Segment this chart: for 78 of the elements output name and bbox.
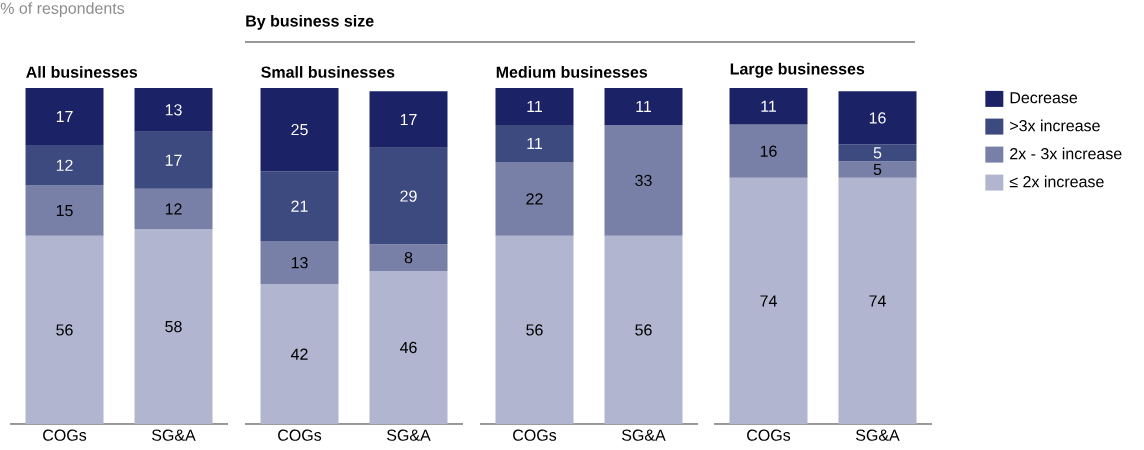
x-tick-label: COGs [278, 429, 322, 441]
bar [604, 87, 683, 125]
bar [838, 161, 917, 178]
x-tick-label: SG&A [152, 429, 196, 441]
bar [729, 87, 808, 125]
data-label: 8 [404, 251, 413, 264]
data-label: 12 [165, 203, 182, 215]
data-label: 58 [165, 320, 182, 333]
data-label: 56 [56, 324, 73, 336]
bar [134, 87, 213, 132]
data-label: 15 [56, 205, 73, 217]
bar [838, 144, 917, 162]
data-label: 21 [291, 200, 308, 212]
chart-title: Large businesses [730, 62, 865, 78]
legend-label: Decrease [1010, 92, 1078, 104]
bar [495, 87, 574, 125]
data-label: 5 [873, 147, 882, 159]
data-label: 11 [527, 100, 543, 112]
data-label: 42 [290, 348, 308, 360]
x-tick-label: SG&A [621, 429, 666, 441]
bar [604, 235, 683, 424]
data-label: 5 [873, 163, 882, 176]
data-label: 74 [760, 295, 777, 307]
data-label: 11 [636, 100, 652, 112]
legend-label: 2x - 3x increase [1010, 147, 1122, 160]
bar [369, 91, 448, 148]
data-label: 29 [400, 190, 417, 202]
bar [838, 91, 917, 145]
chart-title: Medium businesses [496, 66, 648, 78]
data-label: 12 [56, 159, 73, 171]
data-label: 17 [400, 114, 417, 126]
bar [604, 124, 683, 236]
legend-label: >3x increase [1010, 119, 1100, 132]
bar [134, 188, 213, 230]
x-tick-label: SG&A [387, 429, 431, 441]
x-tick-label: COGs [747, 429, 791, 441]
data-label: 13 [291, 256, 308, 269]
data-label: 13 [165, 104, 182, 116]
bar [260, 87, 339, 172]
x-tick-label: SG&A [855, 429, 900, 441]
bar [260, 284, 339, 424]
bar [25, 87, 104, 146]
bar [369, 270, 448, 424]
data-label: 74 [869, 295, 886, 307]
bar [729, 124, 808, 178]
bar [729, 177, 808, 424]
x-tick-label: COGs [43, 429, 87, 441]
data-label: 17 [165, 154, 182, 166]
data-label: 25 [291, 123, 308, 136]
bar [495, 161, 574, 236]
bar [25, 145, 104, 186]
data-label: 11 [761, 100, 777, 112]
y-axis-title: % of respondents [0, 2, 125, 18]
bar [25, 235, 104, 424]
bar [369, 244, 448, 271]
data-label: 17 [56, 111, 73, 123]
data-label: 33 [635, 174, 652, 187]
data-label: 56 [635, 324, 652, 336]
data-label: 16 [869, 112, 886, 124]
bar [838, 177, 917, 424]
bar [495, 235, 574, 424]
legend-label: ≤ 2x increase [1009, 175, 1104, 188]
bar [134, 131, 213, 189]
data-label: 11 [527, 137, 543, 149]
x-tick-label: COGs [513, 429, 557, 441]
data-label: 46 [399, 341, 417, 354]
chart-title: Small businesses [261, 66, 395, 78]
bar [260, 171, 339, 242]
text: By business size [246, 14, 374, 30]
chart-title: All businesses [26, 66, 138, 78]
bar [495, 124, 574, 162]
bar [25, 185, 104, 236]
bar [260, 241, 339, 285]
data-label: 22 [526, 193, 543, 205]
bar [369, 147, 448, 245]
bar [134, 229, 213, 424]
data-label: 56 [526, 324, 543, 336]
data-label: 16 [760, 145, 777, 157]
